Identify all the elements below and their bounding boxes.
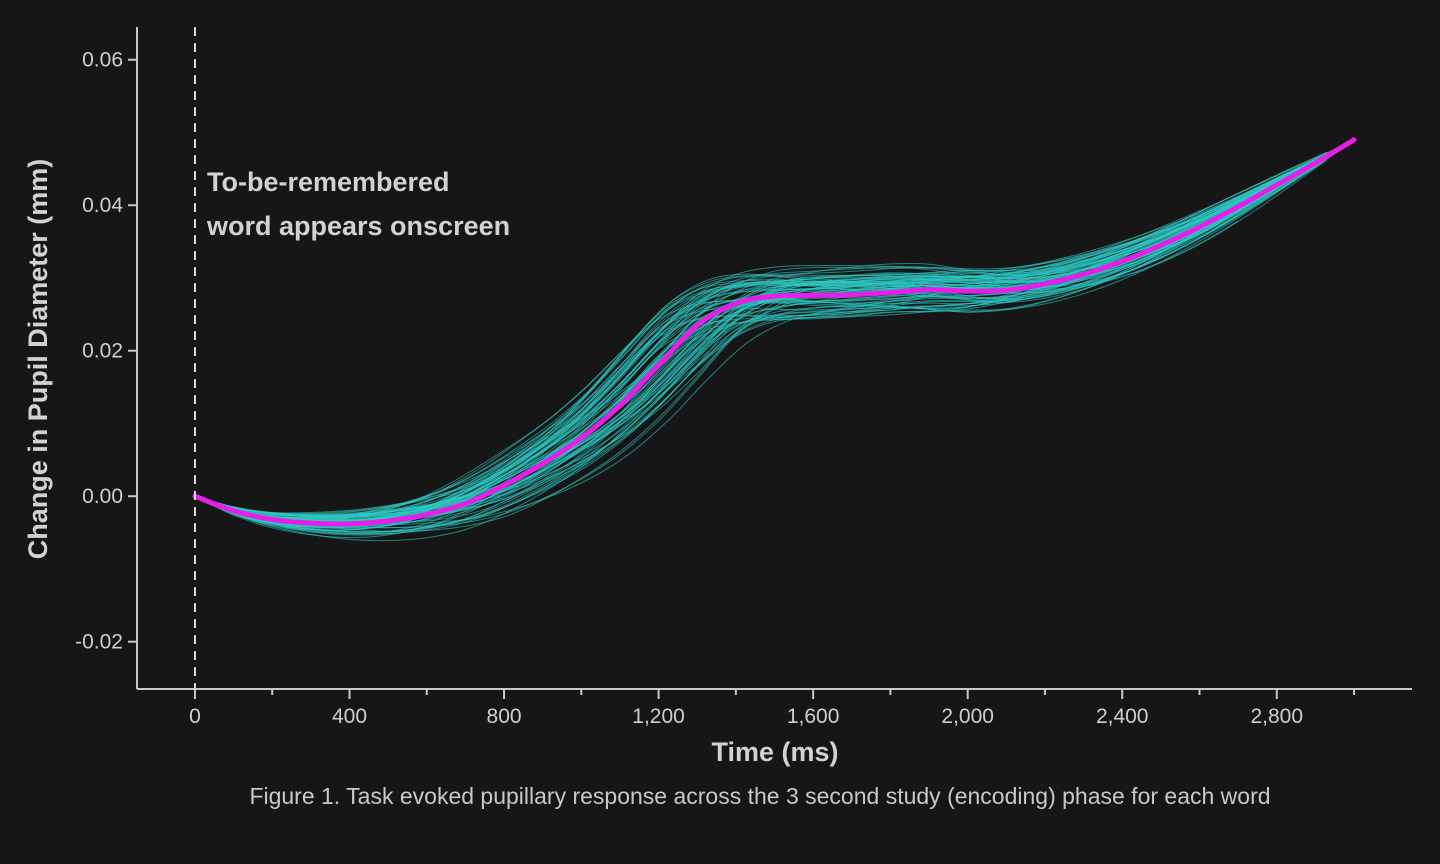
y-tick-label: 0.00 (82, 485, 123, 508)
annotation-line-1: To-be-remembered (207, 167, 450, 197)
mean-curve-group (192, 137, 1357, 527)
y-tick-label: 0.06 (82, 49, 123, 72)
word-curve (283, 153, 1328, 528)
mean-pupil-curve (192, 137, 1357, 527)
word-curve (194, 139, 1355, 542)
x-tick-label: 400 (332, 705, 367, 728)
word-curve (194, 139, 1355, 536)
x-tick-label: 2,800 (1250, 705, 1303, 728)
x-tick-label: 2,000 (941, 705, 994, 728)
figure-caption: Figure 1. Task evoked pupillary response… (249, 783, 1270, 809)
word-curve (194, 139, 1355, 527)
x-tick-label: 0 (189, 705, 201, 728)
x-tick-label: 1,600 (787, 705, 840, 728)
word-curve (194, 139, 1355, 522)
y-tick-label: 0.04 (82, 194, 123, 217)
x-tick-label: 2,400 (1096, 705, 1149, 728)
annotation-line-2: word appears onscreen (206, 211, 510, 241)
y-axis-title: Change in Pupil Diameter (mm) (23, 159, 53, 560)
word-curve (194, 139, 1355, 533)
word-curve (194, 139, 1355, 522)
x-tick-label: 1,200 (632, 705, 685, 728)
x-axis-title: Time (ms) (711, 737, 838, 767)
y-tick-label: 0.02 (82, 340, 123, 363)
y-tick-label: -0.02 (75, 631, 123, 654)
axes: 0 400 800 1,200 1,600 2,000 2,400 2,800 -0.02 0.0… (75, 27, 1412, 728)
x-tick-label: 800 (487, 705, 522, 728)
